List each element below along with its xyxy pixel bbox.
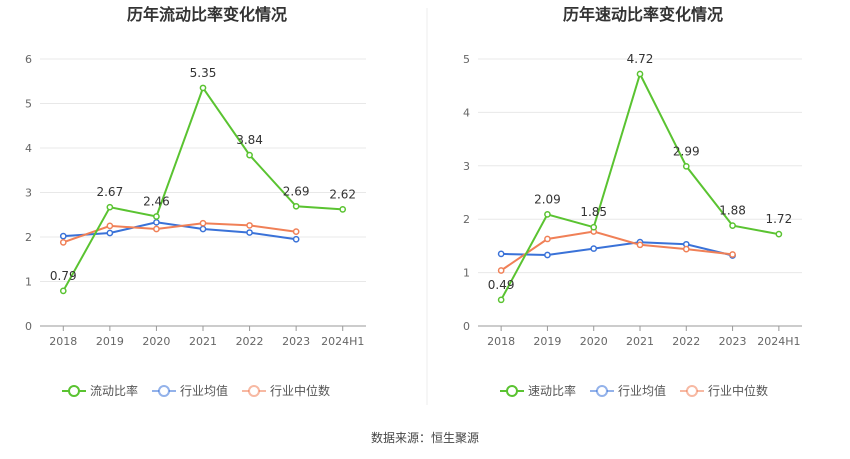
series-line-3 (62, 222, 297, 244)
data-point (544, 235, 551, 243)
data-point (199, 84, 207, 92)
data-point (729, 251, 736, 258)
data-point (497, 296, 505, 304)
legend-label: 流动比率 (90, 383, 138, 398)
data-point (590, 223, 598, 231)
chart-2: 历年速动比率变化情况 0 1 2 3 4 5 2018 2019 2020 2021 2022 2023… (463, 5, 802, 398)
data-label: 5.35 (190, 66, 217, 80)
legend-label: 行业中位数 (270, 383, 330, 398)
data-point (106, 222, 114, 230)
x-tick-label: 2018 (487, 335, 515, 348)
x-tick-label: 2024H1 (757, 335, 800, 348)
y-tick-label: 4 (25, 142, 32, 155)
legend-swatch-marker (68, 385, 80, 397)
x-tick-label: 2022 (672, 335, 700, 348)
y-tick-label: 5 (463, 53, 470, 66)
data-label: 3.84 (236, 133, 263, 147)
data-point (153, 218, 160, 226)
data-point (199, 219, 207, 227)
data-label: 2.99 (673, 144, 700, 158)
y-tick-label: 0 (25, 320, 32, 333)
data-label: 2.69 (283, 184, 310, 198)
y-tick-label: 6 (25, 53, 32, 66)
y-tick-label: 4 (463, 106, 470, 119)
data-point (682, 162, 690, 170)
data-label: 1.85 (580, 205, 607, 219)
y-tick-label: 3 (25, 187, 32, 200)
legend-swatch-marker (248, 385, 260, 397)
data-point (153, 213, 160, 220)
data-point (199, 225, 207, 233)
x-tick-label: 2022 (236, 335, 264, 348)
data-label: 2.62 (329, 187, 356, 201)
legend-label: 行业均值 (180, 383, 228, 398)
data-point (106, 203, 114, 211)
x-tick-label: 2021 (189, 335, 217, 348)
data-point (246, 229, 253, 236)
legend-swatch-marker (158, 385, 170, 397)
data-label: 1.72 (765, 212, 792, 226)
x-tick-label: 2020 (580, 335, 608, 348)
series-line-2 (501, 241, 733, 257)
y-tick-label: 2 (463, 213, 470, 226)
y-tick-label: 0 (463, 320, 470, 333)
data-point (775, 230, 783, 238)
legend-label: 速动比率 (528, 383, 576, 398)
x-tick-label: 2020 (142, 335, 170, 348)
x-tick-label: 2018 (49, 335, 77, 348)
y-tick-label: 2 (25, 231, 32, 244)
legend-swatch-marker (506, 385, 518, 397)
y-tick-label: 1 (463, 267, 470, 280)
data-source-note: 数据来源：恒生聚源 (371, 430, 479, 445)
y-tick-label: 1 (25, 276, 32, 289)
legend-swatch-marker (596, 385, 608, 397)
data-label: 2.09 (534, 192, 561, 206)
data-point (292, 235, 300, 243)
data-point (59, 232, 67, 240)
data-label: 1.88 (719, 204, 746, 218)
data-point (246, 151, 253, 159)
x-tick-label: 2021 (626, 335, 654, 348)
data-point (292, 228, 300, 236)
y-tick-label: 3 (463, 160, 470, 173)
data-point (292, 202, 300, 210)
data-point (59, 238, 67, 246)
data-point (729, 222, 736, 229)
chart-title: 历年流动比率变化情况 (127, 5, 287, 24)
data-point (153, 225, 160, 233)
series-line-1 (500, 71, 780, 301)
data-point (497, 250, 505, 258)
data-point (246, 222, 253, 229)
data-label: 4.72 (627, 52, 654, 66)
data-point (636, 241, 644, 249)
x-tick-label: 2019 (96, 335, 124, 348)
y-tick-label: 5 (25, 98, 32, 111)
legend-label: 行业中位数 (708, 383, 768, 398)
x-tick-label: 2023 (282, 335, 310, 348)
data-point (106, 229, 114, 237)
series-line-3 (500, 230, 733, 272)
x-tick-label: 2024H1 (321, 335, 364, 348)
data-point (682, 245, 690, 253)
data-point (497, 267, 505, 274)
data-label: 0.79 (50, 269, 77, 283)
data-label: 2.46 (143, 195, 170, 209)
x-tick-label: 2023 (719, 335, 747, 348)
data-point (59, 287, 67, 295)
chart-1: 历年流动比率变化情况 0 1 2 3 4 5 6 2018 2019 2020 2021 2022 202… (25, 5, 366, 398)
legend-label: 行业均值 (618, 383, 666, 398)
data-point (544, 251, 551, 259)
data-label: 2.67 (96, 185, 123, 199)
data-point (544, 211, 551, 218)
data-point (339, 206, 347, 213)
x-tick-label: 2019 (533, 335, 561, 348)
data-point (636, 70, 644, 78)
chart-title: 历年速动比率变化情况 (563, 5, 723, 24)
data-label: 0.49 (488, 278, 515, 292)
data-point (590, 245, 598, 252)
legend-swatch-marker (686, 385, 698, 397)
